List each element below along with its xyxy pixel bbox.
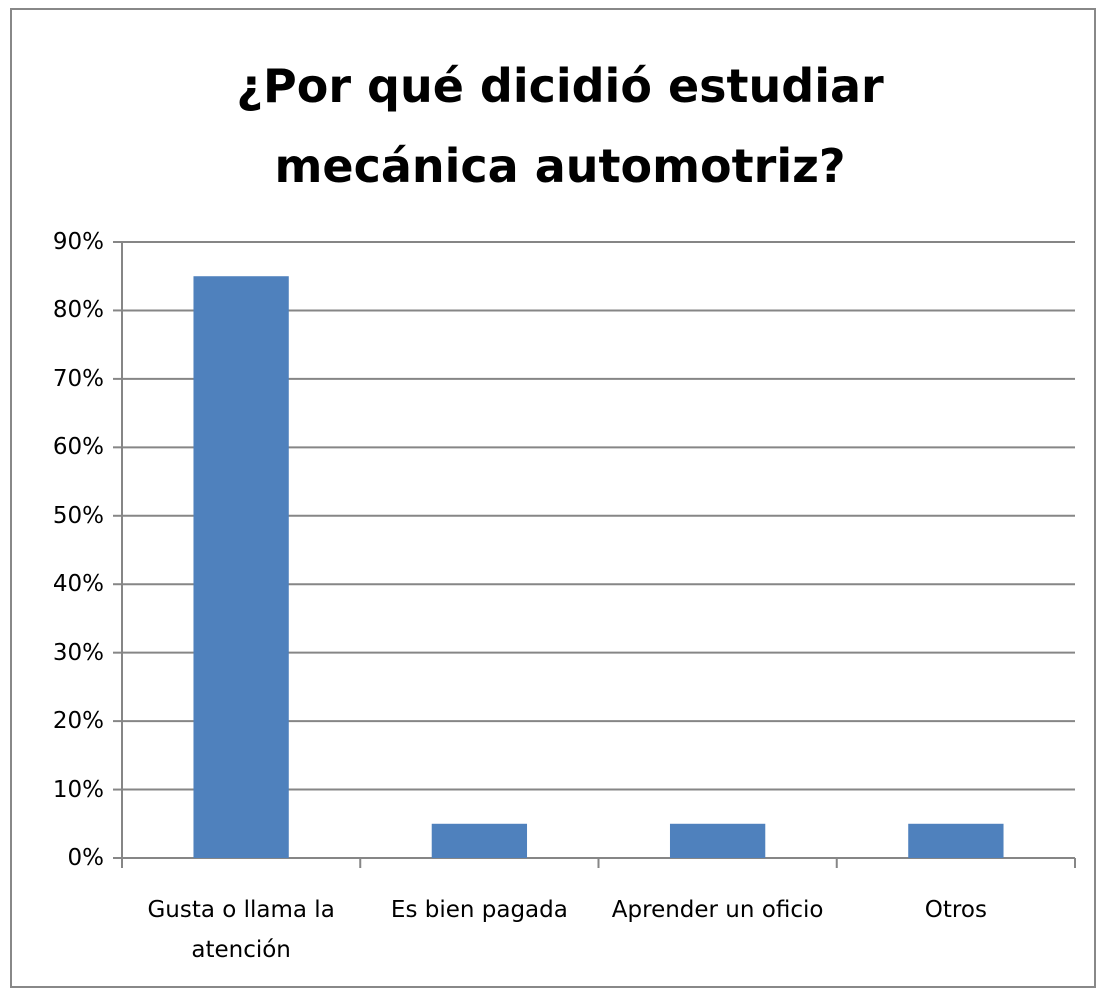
chart-title: ¿Por qué dicidió estudiar mecánica autom… (236, 59, 884, 193)
x-tick-label: Aprender un oficio (611, 897, 824, 923)
y-tick-label: 70% (52, 365, 104, 392)
x-tick-label: Es bien pagada (390, 897, 568, 923)
bar (193, 276, 289, 858)
y-tick-label: 30% (52, 639, 104, 666)
y-tick-label: 80% (52, 297, 104, 324)
x-tick-label: Gusta o llama la atención (147, 897, 335, 963)
bar (669, 823, 766, 858)
y-tick-label: 60% (52, 434, 104, 461)
y-tick-label: 40% (52, 571, 104, 598)
y-tick-label: 90% (52, 229, 104, 255)
bar (431, 823, 528, 858)
bar (908, 823, 1004, 858)
y-tick-label: 10% (52, 776, 104, 803)
y-tick-label: 20% (52, 708, 104, 735)
x-tick-label: Otros (924, 897, 987, 923)
chart-frame (10, 8, 1096, 988)
y-tick-label: 0% (67, 845, 105, 871)
y-tick-label: 50% (52, 502, 104, 529)
